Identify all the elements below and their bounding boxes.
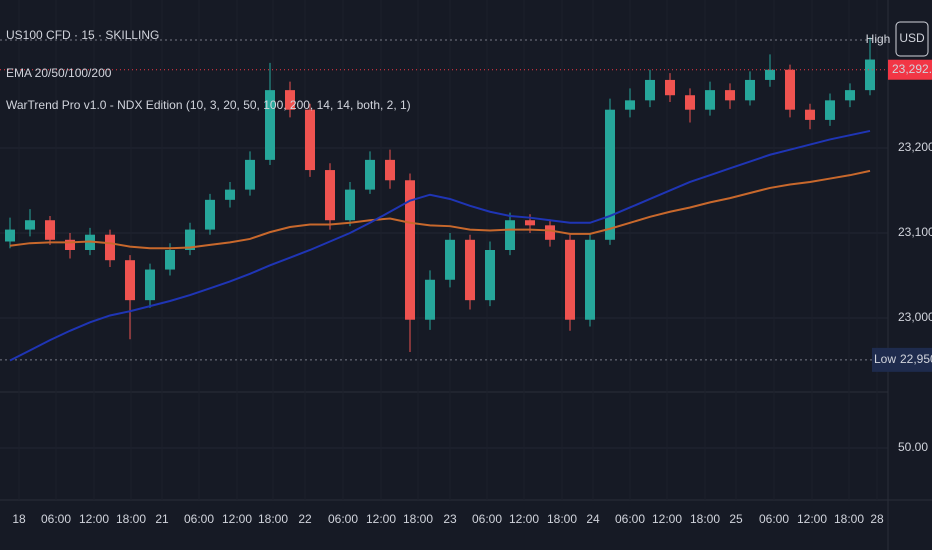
x-tick-label: 18 — [12, 512, 26, 526]
x-tick-label: 23 — [443, 512, 457, 526]
candle-body — [385, 159, 395, 181]
candle-body — [325, 170, 335, 221]
x-tick-label: 28 — [870, 512, 884, 526]
candle-body — [725, 90, 735, 101]
candle-body — [865, 59, 875, 91]
low-badge — [872, 347, 932, 372]
candle-body — [505, 220, 515, 250]
x-tick-label: 12:00 — [509, 512, 539, 526]
candle-body — [205, 199, 215, 230]
candle-body — [65, 239, 75, 250]
indicator-label: WarTrend Pro v1.0 - NDX Edition (10, 3, … — [6, 98, 411, 112]
y-tick-label: 23,200.0 — [898, 140, 932, 154]
ema-line — [9, 129, 871, 362]
x-tick-label: 12:00 — [797, 512, 827, 526]
low-label: Low — [874, 352, 896, 366]
candle-body — [125, 260, 135, 301]
candle-body — [605, 109, 615, 240]
candle-body — [785, 69, 795, 110]
x-tick-label: 12:00 — [652, 512, 682, 526]
x-tick-label: 12:00 — [79, 512, 109, 526]
x-tick-label: 18:00 — [116, 512, 146, 526]
x-tick-label: 06:00 — [328, 512, 358, 526]
candle-body — [445, 239, 455, 280]
x-tick-label: 21 — [155, 512, 169, 526]
low-value-label: 22,950.8 — [900, 352, 932, 366]
candle-body — [425, 279, 435, 320]
candle-body — [585, 239, 595, 320]
candle-body — [145, 269, 155, 301]
symbol-title: US100 CFD · 15 · SKILLING — [6, 28, 159, 42]
indicator-tick-label: 50.00 — [898, 440, 928, 454]
candle-body — [245, 159, 255, 190]
price-label: 23,292.0 — [892, 62, 932, 76]
candle-body — [165, 249, 175, 270]
ema-line — [9, 169, 871, 250]
candle-body — [765, 69, 775, 80]
x-tick-label: 24 — [586, 512, 600, 526]
candle-body — [705, 90, 715, 110]
candle-body — [525, 220, 535, 226]
x-tick-label: 06:00 — [472, 512, 502, 526]
candle-body — [285, 90, 295, 110]
price-badge — [888, 59, 932, 80]
x-tick-label: 06:00 — [41, 512, 71, 526]
y-tick-label: 23,100.0 — [898, 225, 932, 239]
candle-body — [645, 79, 655, 101]
candle-body — [685, 95, 695, 110]
candle-body — [745, 79, 755, 101]
x-tick-label: 25 — [729, 512, 743, 526]
candle-body — [45, 220, 55, 240]
plot-area — [0, 37, 888, 449]
x-tick-label: 06:00 — [759, 512, 789, 526]
x-tick-label: 18:00 — [258, 512, 288, 526]
candle-body — [545, 225, 555, 240]
x-tick-label: 18:00 — [547, 512, 577, 526]
x-tick-label: 12:00 — [366, 512, 396, 526]
x-tick-label: 22 — [298, 512, 312, 526]
x-tick-label: 12:00 — [222, 512, 252, 526]
candle-body — [565, 239, 575, 320]
candle-body — [25, 220, 35, 230]
candle-body — [845, 90, 855, 101]
high-label: High — [866, 32, 891, 46]
x-tick-label: 06:00 — [184, 512, 214, 526]
x-tick-label: 18:00 — [403, 512, 433, 526]
candle-body — [465, 239, 475, 301]
currency-button[interactable] — [895, 21, 929, 57]
candle-body — [625, 100, 635, 110]
candle-body — [485, 249, 495, 301]
candle-body — [265, 90, 275, 160]
candle-body — [5, 229, 15, 242]
y-tick-label: 23,000.0 — [898, 310, 932, 324]
candle-body — [405, 180, 415, 320]
x-tick-label: 18:00 — [690, 512, 720, 526]
candle-body — [365, 159, 375, 190]
candle-body — [825, 100, 835, 120]
x-tick-label: 18:00 — [834, 512, 864, 526]
candle-body — [665, 79, 675, 96]
candle-body — [305, 109, 315, 171]
candle-body — [225, 189, 235, 200]
candle-body — [345, 189, 355, 221]
x-tick-label: 06:00 — [615, 512, 645, 526]
indicator-label: EMA 20/50/100/200 — [6, 66, 112, 80]
currency-label[interactable]: USD — [899, 31, 925, 45]
candle-body — [185, 229, 195, 250]
candle-body — [105, 234, 115, 261]
candle-body — [805, 109, 815, 120]
